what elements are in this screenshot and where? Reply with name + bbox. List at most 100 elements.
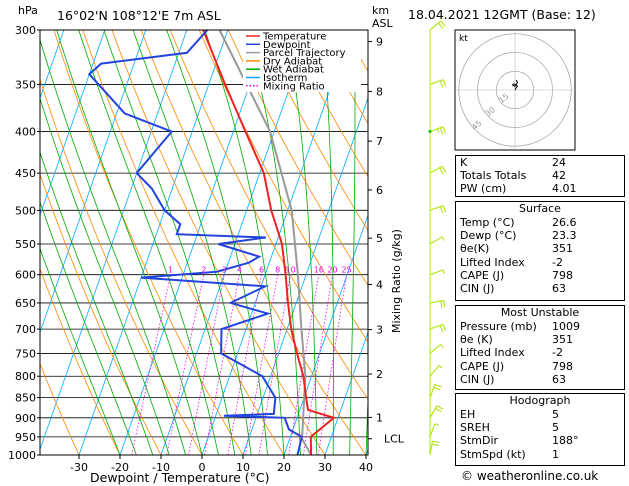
isotherm-line — [40, 30, 147, 334]
mixing-ratio-line — [131, 274, 171, 455]
wind-barb-flag — [442, 126, 447, 134]
km-tick-label: 5 — [376, 232, 383, 245]
row-label: CAPE (J) — [460, 268, 505, 282]
row-value: 798 — [552, 359, 573, 373]
row-value: -2 — [552, 346, 563, 360]
pressure-tick-label: 500 — [15, 204, 36, 217]
row-label: θe (K) — [460, 333, 493, 347]
pressure-tick-label: 400 — [15, 126, 36, 139]
row-value: 63 — [552, 372, 566, 386]
dry-adiabat-line — [40, 267, 121, 455]
pressure-tick-label: 950 — [15, 431, 36, 444]
temperature-tick-label: 20 — [277, 461, 291, 474]
dry-adiabat-line — [169, 30, 368, 400]
wind-barb-flag — [440, 344, 444, 348]
dry-adiabat-line — [111, 30, 326, 455]
pressure-tick-label: 900 — [15, 412, 36, 425]
row-value: -2 — [552, 255, 563, 269]
pressure-tick-label: 450 — [15, 167, 36, 180]
dry-adiabat-line — [40, 78, 203, 455]
hodograph-table: Hodograph EH 5 SREH 5 StmDir 188° StmSpd (kt) 1 — [455, 393, 625, 466]
dry-adiabat-line — [40, 173, 162, 455]
isotherm-line — [40, 30, 188, 451]
km-tick-label: 1 — [376, 411, 383, 424]
mixing-ratio-line — [303, 274, 333, 455]
row-label: θe(K) — [460, 242, 490, 256]
km-tick-label: 8 — [376, 85, 383, 98]
wind-barb-flag — [438, 167, 444, 175]
mixing-ratio-line — [244, 274, 279, 455]
wind-barb — [429, 365, 440, 377]
axes: 3003504004505005506006507007508008509009… — [8, 24, 405, 474]
wind-barb-flag — [442, 79, 447, 87]
mixing-ratio-label: 1 — [168, 266, 173, 275]
wind-barb-flag — [439, 127, 444, 135]
row-value: 42 — [552, 169, 566, 183]
pressure-tick-label: 300 — [15, 24, 36, 37]
dry-adiabat-line — [286, 30, 368, 178]
km-tick-label: 2 — [376, 368, 383, 381]
km-tick-label: 6 — [376, 184, 383, 197]
wind-barb-flag — [437, 22, 444, 29]
km-tick-label: 7 — [376, 135, 383, 148]
row-label: StmSpd (kt) — [460, 447, 526, 461]
row-label: PW (cm) — [460, 182, 507, 196]
mixing-ratio-label: 4 — [237, 266, 242, 275]
row-value: 24 — [552, 156, 566, 169]
row-value: 351 — [552, 333, 573, 347]
wind-barb-flag — [443, 300, 446, 308]
dry-adiabat-line — [140, 30, 367, 455]
row-label: CIN (J) — [460, 372, 495, 386]
mixing-ratio-label: 20 — [327, 266, 337, 275]
wind-barb-flag — [438, 365, 443, 369]
isotherm-line — [283, 213, 368, 455]
table-row: PW (cm) 4.01 — [456, 182, 624, 195]
km-tick-label: LCL — [384, 433, 405, 446]
temperature-tick-label: -20 — [111, 461, 129, 474]
dry-adiabat-line — [256, 30, 368, 232]
legend-label: Mixing Ratio — [263, 81, 325, 92]
table-row: Dewp (°C) 23.3 — [456, 229, 624, 242]
wet-adiabat-line — [132, 30, 252, 455]
row-value: 4.01 — [552, 182, 577, 196]
row-label: K — [460, 156, 468, 169]
isotherm-line — [78, 30, 229, 455]
wind-barb-flag — [440, 300, 443, 309]
wind-barb — [429, 343, 442, 354]
table-row: CAPE (J) 798 — [456, 360, 624, 373]
isotherm-line — [324, 330, 368, 455]
wet-adiabat-line — [40, 151, 154, 455]
mixing-ratio-label: 6 — [259, 266, 264, 275]
legend-label: Temperature — [262, 32, 326, 43]
pressure-tick-label: 600 — [15, 269, 36, 282]
km-tick-label: 9 — [376, 36, 383, 49]
wind-barb — [429, 405, 438, 419]
table-row: CIN (J) 63 — [456, 282, 624, 295]
wind-barb-flag — [442, 324, 447, 332]
temperature-series — [202, 30, 336, 455]
wind-barb-flag — [441, 165, 447, 173]
dry-adiabat-line — [227, 30, 368, 287]
row-value: 1009 — [552, 320, 580, 333]
wind-barb-flag — [439, 325, 444, 333]
hodograph-unit: kt — [459, 34, 468, 44]
mixing-ratio-line — [166, 274, 205, 455]
table-row: CAPE (J) 798 — [456, 269, 624, 282]
wet-adiabat-line — [322, 30, 334, 455]
temperature-tick-label: 0 — [199, 461, 206, 474]
legend-label: Dry Adiabat — [263, 56, 322, 67]
wind-barb-flag — [439, 80, 444, 88]
wind-barb — [429, 236, 443, 245]
wind-barb-flag — [434, 423, 439, 426]
wet-adiabat-line — [166, 30, 268, 455]
most-unstable-table: Most Unstable Pressure (mb) 1009 θe (K) 351… — [455, 305, 625, 390]
wet-adiabat-line — [40, 247, 121, 455]
table-row: Lifted Index -2 — [456, 346, 624, 359]
dry-adiabat-line — [198, 30, 368, 343]
legend-label: Isotherm — [263, 73, 307, 84]
temperature-tick-label: 40 — [359, 461, 373, 474]
profiles — [87, 30, 336, 455]
row-value: 5 — [552, 421, 559, 435]
table-row: θe (K) 351 — [456, 333, 624, 346]
